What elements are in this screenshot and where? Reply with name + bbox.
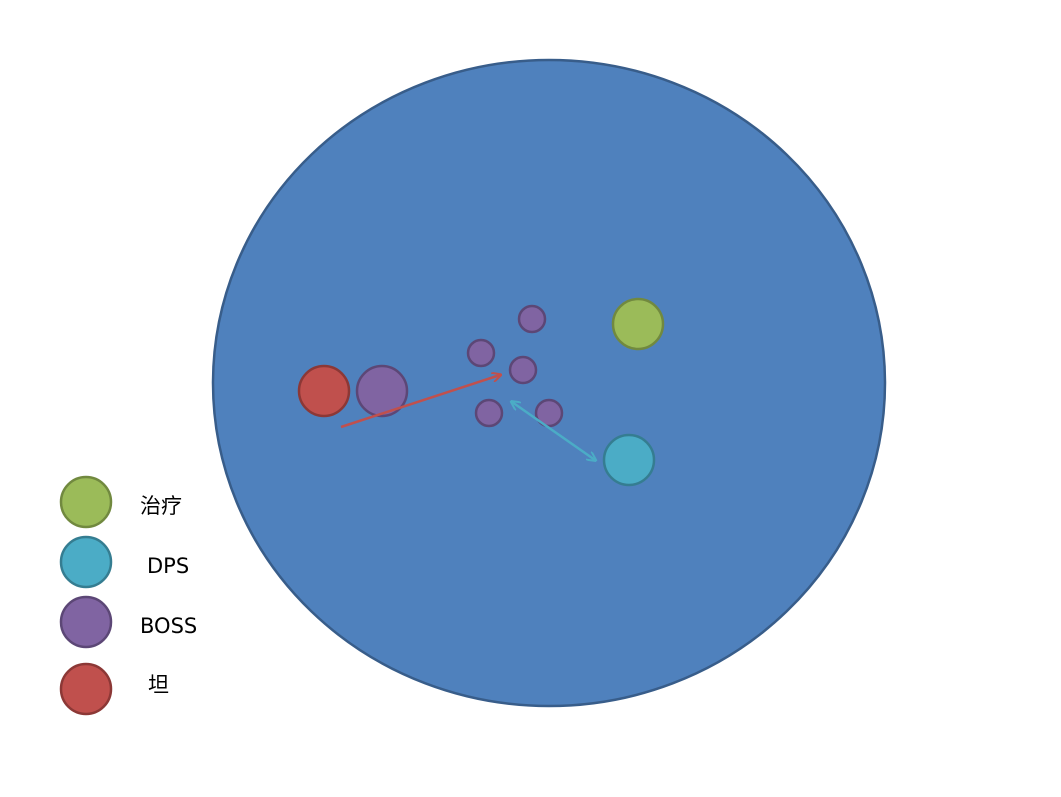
tank xyxy=(297,364,351,418)
legend-label: 治疗 xyxy=(140,494,182,518)
dps xyxy=(602,433,656,487)
legend-label: DPS xyxy=(147,554,189,578)
legend-swatch xyxy=(59,535,113,589)
healer xyxy=(611,297,665,351)
boss xyxy=(355,364,409,418)
add xyxy=(474,398,504,428)
add xyxy=(517,304,547,334)
dps-arrow xyxy=(512,402,595,460)
arena xyxy=(211,58,887,708)
add xyxy=(466,338,496,368)
tank-arrow xyxy=(340,375,500,429)
legend-swatch xyxy=(59,475,113,529)
add xyxy=(508,355,538,385)
legend-label: 坦 xyxy=(148,673,169,697)
legend-swatch xyxy=(59,662,113,716)
legend-label: BOSS xyxy=(140,614,197,638)
legend-swatch xyxy=(59,595,113,649)
